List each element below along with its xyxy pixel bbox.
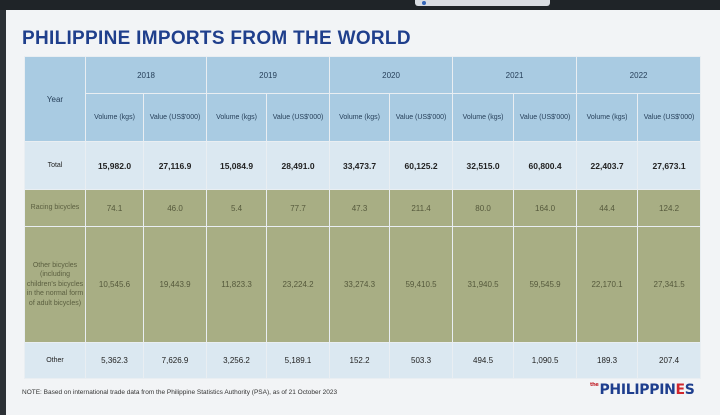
- table-cell: 15,084.9: [206, 141, 268, 190]
- table-row-racing-bicycles: Racing bicycles 74.1 46.0 5.4 77.7 47.3 …: [24, 189, 702, 227]
- year-header-2019: 2019: [206, 56, 331, 94]
- table-cell: 5,189.1: [266, 342, 331, 379]
- table-cell: 23,224.2: [266, 226, 331, 343]
- imports-table: Year 2018 2019 2020 2021 2022 Volume (kg…: [24, 56, 702, 379]
- table-cell: 164.0: [513, 189, 578, 227]
- year-header: Year: [24, 56, 86, 142]
- table-cell: 47.3: [329, 189, 391, 227]
- row-label: Other bicycles (including children's bic…: [24, 226, 86, 343]
- table-cell: 19,443.9: [142, 226, 208, 343]
- row-label: Total: [24, 141, 86, 190]
- table-cell: 494.5: [452, 342, 515, 379]
- table-cell: 207.4: [637, 342, 702, 379]
- table-cell: 11,823.3: [206, 226, 268, 343]
- table-cell: 77.7: [266, 189, 331, 227]
- year-header-2018: 2018: [84, 56, 208, 94]
- table-cell: 27,673.1: [637, 141, 702, 190]
- table-cell: 503.3: [389, 342, 454, 379]
- table-cell: 28,491.0: [266, 141, 331, 190]
- row-label: Racing bicycles: [24, 189, 86, 227]
- row-label: Other: [24, 342, 86, 379]
- table-cell: 32,515.0: [452, 141, 515, 190]
- table-cell: 22,403.7: [576, 141, 639, 190]
- screen-bezel: [0, 0, 720, 10]
- table-cell: 3,256.2: [206, 342, 268, 379]
- logo-prefix: the: [590, 382, 599, 388]
- table-cell: 44.4: [576, 189, 639, 227]
- table-cell: 7,626.9: [142, 342, 208, 379]
- year-header-2021: 2021: [452, 56, 578, 94]
- table-cell: 189.3: [576, 342, 639, 379]
- volume-header: Volume (kgs): [85, 93, 144, 142]
- value-header: Value (US$'000): [389, 93, 454, 142]
- logo-text-b: S: [684, 382, 695, 398]
- value-header: Value (US$'000): [142, 93, 208, 142]
- year-header-2020: 2020: [329, 56, 454, 94]
- table-cell: 15,982.0: [85, 141, 144, 190]
- table-cell: 124.2: [637, 189, 702, 227]
- source-note: NOTE: Based on international trade data …: [22, 389, 338, 396]
- logo-text-e: E: [675, 382, 686, 398]
- table-cell: 59,545.9: [513, 226, 578, 343]
- table-cell: 74.1: [85, 189, 144, 227]
- table-cell: 10,545.6: [85, 226, 144, 343]
- table-cell: 80.0: [452, 189, 515, 227]
- philippines-logo: thePHILIPPINES: [590, 382, 695, 400]
- year-header-2022: 2022: [576, 56, 702, 94]
- table-cell: 1,090.5: [513, 342, 578, 379]
- table-cell: 5,362.3: [85, 342, 144, 379]
- value-header: Value (US$'000): [637, 93, 702, 142]
- table-cell: 152.2: [329, 342, 391, 379]
- table-cell: 211.4: [389, 189, 454, 227]
- top-toolbar-badge: [415, 0, 550, 6]
- table-cell: 46.0: [142, 189, 208, 227]
- table-cell: 60,125.2: [389, 141, 454, 190]
- volume-header: Volume (kgs): [206, 93, 268, 142]
- table-cell: 31,940.5: [452, 226, 515, 343]
- table-cell: 59,410.5: [389, 226, 454, 343]
- toolbar-dot-icon: [422, 1, 426, 5]
- table-cell: 27,341.5: [637, 226, 702, 343]
- value-header: Value (US$'000): [266, 93, 331, 142]
- table-cell: 60,800.4: [513, 141, 578, 190]
- volume-header: Volume (kgs): [329, 93, 391, 142]
- table-row-other: Other 5,362.3 7,626.9 3,256.2 5,189.1 15…: [24, 342, 702, 379]
- table-cell: 22,170.1: [576, 226, 639, 343]
- logo-text-a: PHILIPPIN: [599, 382, 676, 398]
- volume-header: Volume (kgs): [576, 93, 639, 142]
- table-cell: 5.4: [206, 189, 268, 227]
- table-cell: 33,274.3: [329, 226, 391, 343]
- volume-header: Volume (kgs): [452, 93, 515, 142]
- table-row-other-bicycles: Other bicycles (including children's bic…: [24, 226, 702, 343]
- table-row-total: Total 15,982.0 27,116.9 15,084.9 28,491.…: [24, 141, 702, 190]
- slide-title: PHILIPPINE IMPORTS FROM THE WORLD: [22, 28, 411, 49]
- table-cell: 33,473.7: [329, 141, 391, 190]
- value-header: Value (US$'000): [513, 93, 578, 142]
- table-cell: 27,116.9: [142, 141, 208, 190]
